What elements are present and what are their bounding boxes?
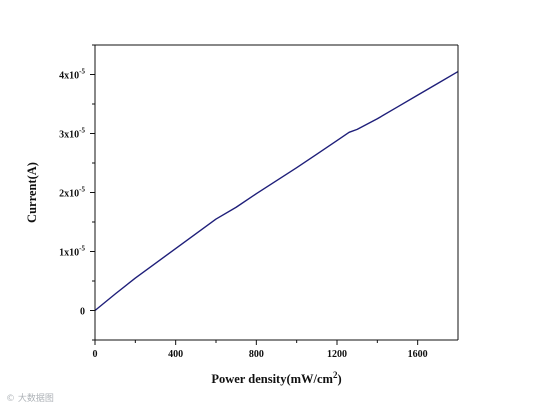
x-tick-label: 800 (249, 349, 264, 360)
y-tick-label: 3x10-5 (59, 127, 85, 141)
axes (94, 44, 459, 341)
y-tick-label: 2x10-5 (59, 186, 85, 200)
x-tick-label: 1200 (327, 349, 347, 360)
ticks (90, 44, 419, 345)
current-series-line (94, 70, 459, 312)
watermark-text: © 大数据图 (6, 394, 54, 404)
axis-labels: 0 400 800 1200 1600 0 1x10-5 2x10-5 3x10-5 4x10-5… (25, 68, 428, 387)
x-tick-label: 0 (93, 349, 98, 360)
y-tick-label: 1x10-5 (59, 245, 85, 259)
x-tick-label: 400 (168, 349, 183, 360)
x-tick-label: 1600 (408, 349, 428, 360)
x-axis-title: Power density(mW/cm2) (211, 370, 341, 386)
y-axis-title: Current(A) (25, 162, 39, 223)
y-tick-label: 4x10-5 (59, 68, 85, 82)
data-series (94, 70, 459, 312)
y-tick-label: 0 (80, 307, 85, 318)
